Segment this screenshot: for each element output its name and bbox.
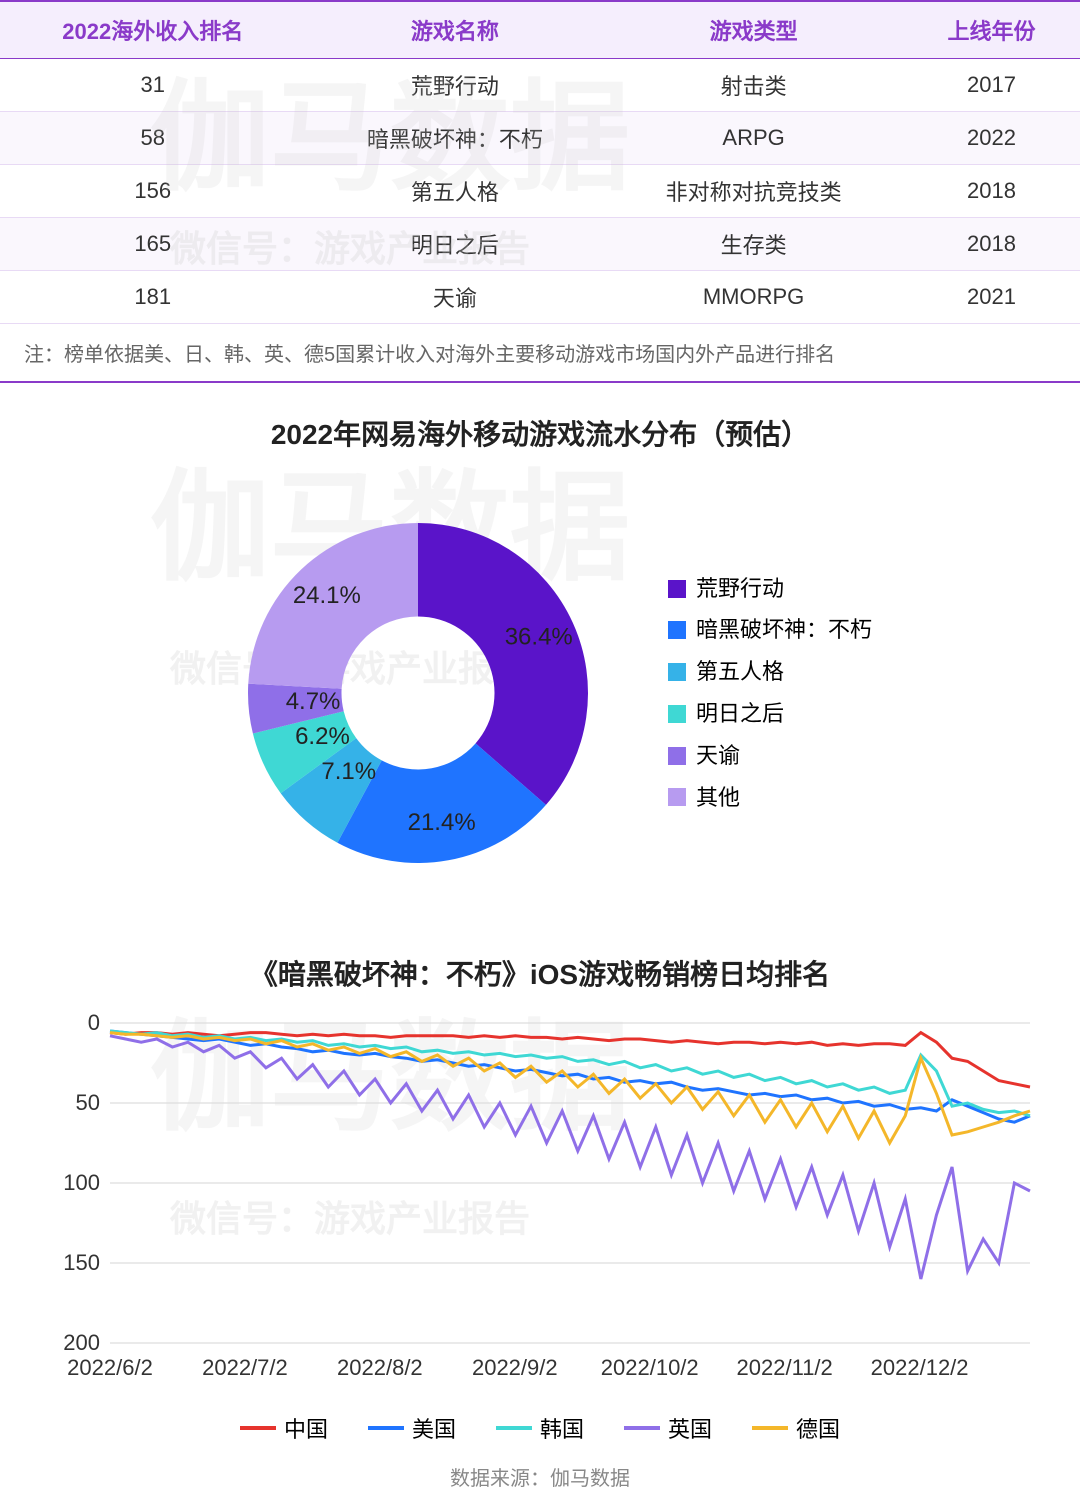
svg-text:2022/11/2: 2022/11/2	[737, 1355, 833, 1380]
svg-text:150: 150	[63, 1250, 100, 1275]
legend-label: 其他	[696, 777, 740, 819]
svg-text:2022/10/2: 2022/10/2	[601, 1355, 699, 1380]
legend-swatch	[496, 1426, 532, 1430]
legend-label: 中国	[284, 1412, 328, 1444]
table-row: 181天谕MMORPG2021	[0, 271, 1080, 324]
legend-item: 韩国	[496, 1412, 584, 1444]
legend-swatch	[668, 621, 686, 639]
legend-swatch	[668, 663, 686, 681]
line-series	[110, 1033, 1030, 1143]
legend-item: 其他	[668, 777, 872, 819]
legend-item: 中国	[240, 1412, 328, 1444]
legend-item: 天谕	[668, 735, 872, 777]
legend-swatch	[668, 705, 686, 723]
donut-title: 2022年网易海外移动游戏流水分布（预估）	[0, 413, 1080, 453]
donut-label: 21.4%	[408, 809, 476, 836]
table-row: 165明日之后生存类2018	[0, 218, 1080, 271]
legend-label: 第五人格	[696, 651, 784, 693]
legend-item: 明日之后	[668, 693, 872, 735]
legend-item: 第五人格	[668, 651, 872, 693]
svg-text:200: 200	[63, 1330, 100, 1355]
donut-chart: 36.4% 21.4% 7.1% 6.2% 4.7% 24.1%	[208, 483, 628, 903]
table-header: 游戏名称	[306, 1, 605, 59]
table-row: 156第五人格非对称对抗竞技类2018	[0, 165, 1080, 218]
svg-text:2022/9/2: 2022/9/2	[472, 1355, 558, 1380]
donut-label: 7.1%	[321, 758, 376, 785]
line-title: 《暗黑破坏神：不朽》iOS游戏畅销榜日均排名	[0, 953, 1080, 993]
donut-legend: 荒野行动暗黑破坏神：不朽第五人格明日之后天谕其他	[668, 568, 872, 819]
svg-text:2022/8/2: 2022/8/2	[337, 1355, 423, 1380]
svg-text:2022/7/2: 2022/7/2	[202, 1355, 288, 1380]
legend-label: 暗黑破坏神：不朽	[696, 609, 872, 651]
legend-swatch	[368, 1426, 404, 1430]
legend-label: 荒野行动	[696, 568, 784, 610]
donut-slice	[418, 523, 588, 805]
legend-label: 明日之后	[696, 693, 784, 735]
svg-text:50: 50	[76, 1090, 100, 1115]
line-legend: 中国 美国 韩国 英国 德国	[0, 1412, 1080, 1444]
table-row: 31荒野行动射击类2017	[0, 59, 1080, 112]
line-chart: 0 50 100 150 2002022/6/2 2022/7/2 2022/8/2 2022…	[40, 1013, 1040, 1393]
legend-item: 美国	[368, 1412, 456, 1444]
legend-swatch	[668, 580, 686, 598]
table-note: 注：榜单依据美、日、韩、英、德5国累计收入对海外主要移动游戏市场国内外产品进行排…	[0, 324, 1080, 381]
donut-label: 24.1%	[293, 582, 361, 609]
table-header: 2022海外收入排名	[0, 1, 306, 59]
table-header: 上线年份	[903, 1, 1080, 59]
ranking-table: 2022海外收入排名游戏名称游戏类型上线年份 31荒野行动射击类201758暗黑…	[0, 0, 1080, 324]
separator	[0, 381, 1080, 383]
table-row: 58暗黑破坏神：不朽ARPG2022	[0, 112, 1080, 165]
table-header: 游戏类型	[604, 1, 903, 59]
legend-label: 德国	[796, 1412, 840, 1444]
legend-swatch	[668, 747, 686, 765]
line-series	[110, 1036, 1030, 1279]
donut-label: 36.4%	[505, 624, 573, 651]
legend-swatch	[240, 1426, 276, 1430]
svg-text:100: 100	[63, 1170, 100, 1195]
data-source: 数据来源：伽马数据	[0, 1462, 1080, 1491]
legend-swatch	[752, 1426, 788, 1430]
legend-item: 英国	[624, 1412, 712, 1444]
svg-text:0: 0	[88, 1013, 100, 1035]
legend-swatch	[624, 1426, 660, 1430]
legend-label: 英国	[668, 1412, 712, 1444]
legend-label: 天谕	[696, 735, 740, 777]
legend-item: 荒野行动	[668, 568, 872, 610]
donut-label: 4.7%	[286, 688, 341, 715]
legend-label: 美国	[412, 1412, 456, 1444]
legend-item: 德国	[752, 1412, 840, 1444]
legend-item: 暗黑破坏神：不朽	[668, 609, 872, 651]
donut-label: 6.2%	[295, 723, 350, 750]
legend-label: 韩国	[540, 1412, 584, 1444]
svg-text:2022/6/2: 2022/6/2	[67, 1355, 153, 1380]
legend-swatch	[668, 788, 686, 806]
svg-text:2022/12/2: 2022/12/2	[871, 1355, 969, 1380]
